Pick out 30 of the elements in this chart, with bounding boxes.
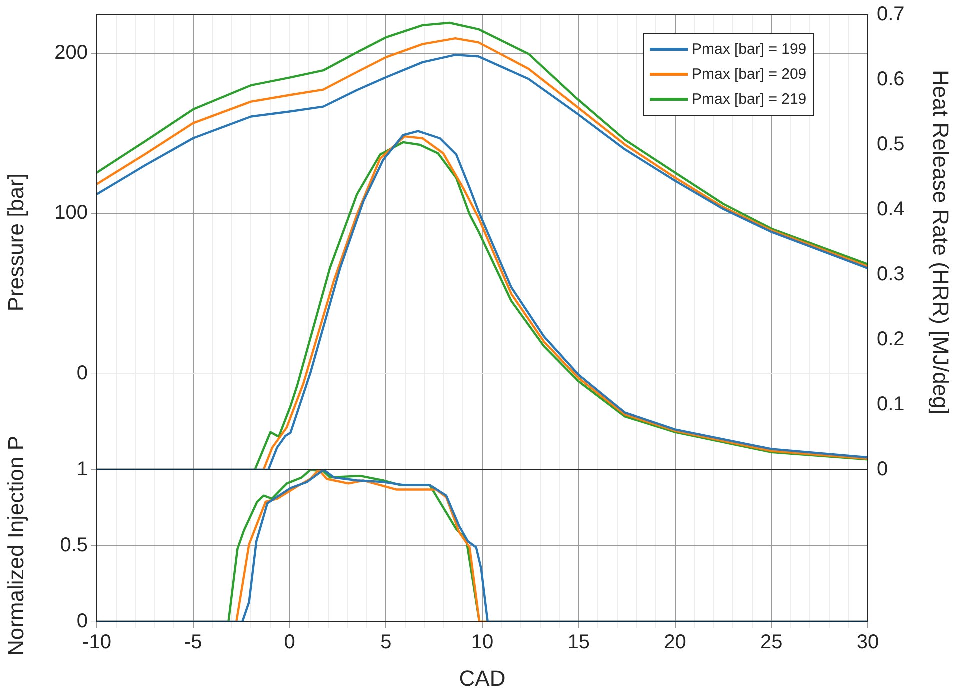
- x-tick-label: 0: [284, 632, 296, 654]
- y2-tick-label: 0.3: [877, 264, 905, 286]
- legend-label: Pmax [bar] = 219: [692, 90, 807, 110]
- y2-tick-label: 0.2: [877, 328, 905, 351]
- x-tick-label: 10: [471, 632, 494, 654]
- y-axis-title: Pressure [bar]: [3, 173, 28, 312]
- y2-tick-label: 0.6: [877, 68, 905, 91]
- y2-tick-label: 0.7: [877, 4, 905, 26]
- x-tick-label: 5: [380, 632, 392, 654]
- y-tick-label: 0.5: [60, 534, 88, 557]
- y2-tick-label: 0.1: [877, 394, 905, 416]
- x-tick-label: 20: [664, 632, 686, 654]
- y2-tick-label: 0: [877, 458, 888, 481]
- y-axis-title: Normalized Injection P: [3, 436, 28, 656]
- x-tick-label: 30: [856, 632, 880, 654]
- legend-label: Pmax [bar] = 199: [692, 40, 807, 60]
- y-tick-label: 0: [76, 362, 88, 384]
- y-tick-label: 200: [54, 42, 88, 64]
- x-axis-title: CAD: [459, 666, 506, 691]
- x-tick-label: 15: [568, 632, 590, 654]
- y2-axis-title: Heat Release Rate (HRR) [MJ/deg]: [928, 70, 954, 415]
- y2-tick-label: 0.5: [877, 134, 905, 156]
- x-tick-label: -10: [82, 632, 112, 654]
- y2-tick-label: 0.4: [877, 198, 905, 221]
- y-tick-label: 100: [54, 202, 88, 224]
- x-tick-label: 25: [760, 632, 783, 654]
- y-tick-label: 1: [76, 458, 88, 481]
- y-tick-label: 0: [76, 610, 88, 633]
- legend-label: Pmax [bar] = 209: [692, 65, 807, 85]
- x-tick-label: -5: [184, 632, 202, 654]
